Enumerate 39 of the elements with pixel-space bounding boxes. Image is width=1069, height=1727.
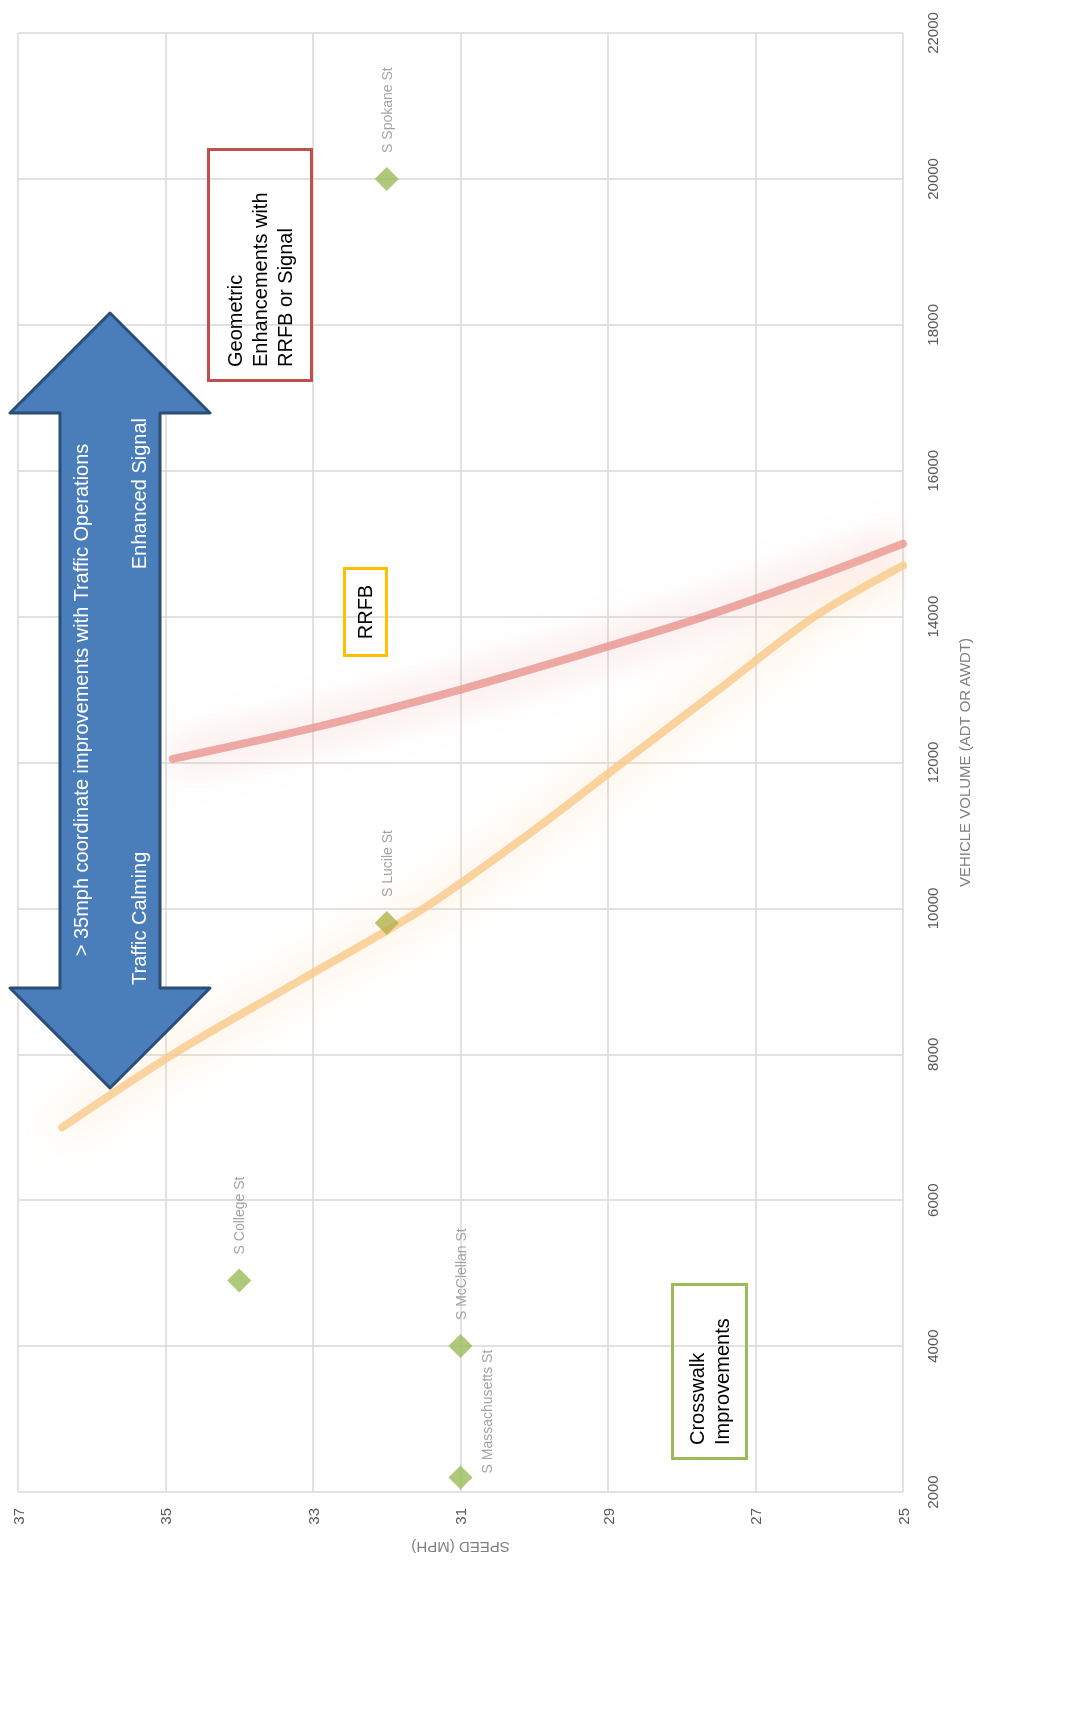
annotation: > 35mph coordinate improvements with Traffic Operations (70, 442, 93, 959)
x-tick-label: 31 (452, 1508, 469, 1525)
data-label: S Massachusetts St (478, 1349, 495, 1474)
point (227, 1268, 252, 1293)
data-label: S Lucile St (378, 829, 395, 897)
y-axis-title: VEHICLE VOLUME (ADT OR AWDT) (956, 637, 973, 888)
x-tick-label: 35 (157, 1508, 174, 1525)
y-tick-label: 4000 (924, 1329, 941, 1363)
y-tick-label: 10000 (924, 887, 941, 930)
outlined-box: RRFB (343, 567, 388, 657)
point (448, 1465, 473, 1490)
y-tick-label: 6000 (924, 1183, 941, 1217)
annotation: Crosswalk Improvements (684, 1317, 734, 1445)
x-tick-label: 33 (304, 1508, 322, 1525)
annotation: RRFB (353, 584, 377, 640)
y-tick-label: 2000 (924, 1475, 941, 1509)
annotation: Geometric Enhancements with RRFB or Signal (222, 191, 297, 367)
point (374, 166, 399, 191)
x-tick-label: 27 (747, 1508, 764, 1525)
outlined-box: Crosswalk Improvements (671, 1283, 748, 1460)
point (448, 1334, 473, 1359)
data-label: S Spokane St (378, 67, 395, 153)
y-tick-label: 8000 (924, 1037, 941, 1071)
y-tick-label: 20000 (924, 158, 941, 200)
x-tick-label: 37 (9, 1508, 27, 1525)
x-axis-title: SPEED (MPH) (411, 1539, 510, 1556)
y-tick-label: 12000 (924, 741, 941, 784)
x-tick-label: 29 (599, 1508, 617, 1525)
point (374, 910, 399, 935)
x-tick-label: 25 (894, 1508, 912, 1525)
y-tick-label: 18000 (924, 303, 941, 346)
y-tick-label: 16000 (924, 449, 941, 492)
outlined-box: Geometric Enhancements with RRFB or Signal (207, 148, 313, 382)
y-tick-label: 14000 (924, 595, 941, 638)
annotation: Enhanced Signal (128, 418, 151, 570)
data-label: S McClellan St (452, 1228, 469, 1321)
y-tick-label: 22000 (924, 12, 941, 54)
data-label: S College St (231, 1176, 248, 1255)
annotation: Traffic Calming (128, 851, 151, 985)
